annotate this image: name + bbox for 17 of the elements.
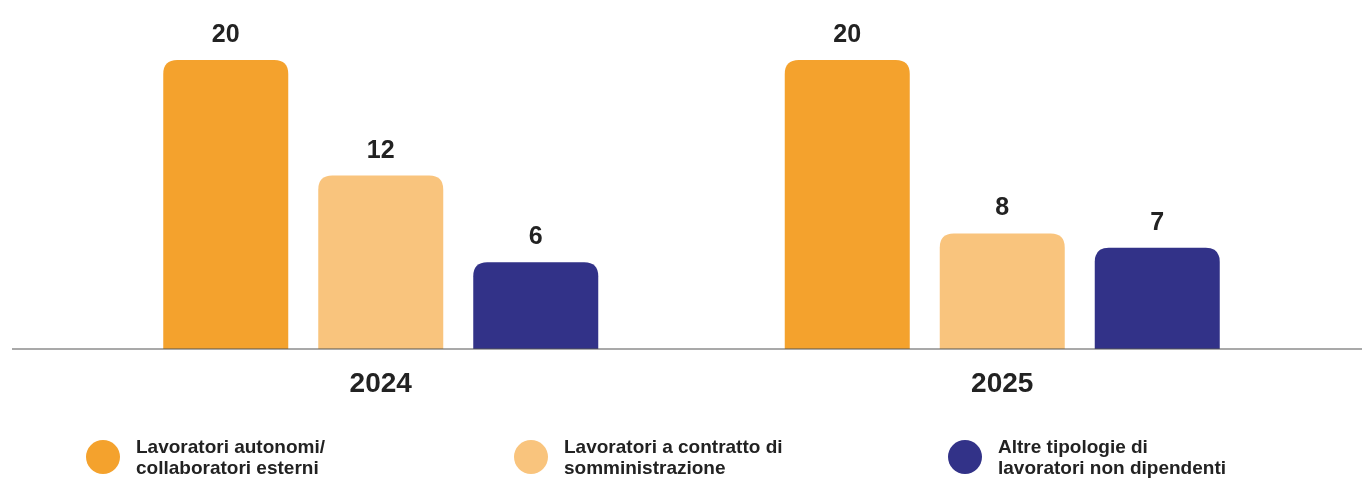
- data-label: 7: [1150, 206, 1165, 235]
- bar: [473, 262, 599, 349]
- bar: [939, 233, 1065, 349]
- x-tick-label: 2025: [971, 367, 1034, 398]
- data-label: 12: [366, 134, 395, 163]
- bar: [784, 60, 910, 349]
- legend-label: Lavoratori a contratto di somministrazione: [564, 436, 783, 478]
- x-tick-label: 2024: [349, 367, 413, 398]
- data-label: 20: [211, 19, 240, 47]
- legend-label: Altre tipologie di lavoratori non dipendenti: [998, 436, 1227, 478]
- legend-label: Lavoratori autonomi/ collaboratori esterni: [136, 436, 326, 478]
- data-label: 6: [528, 221, 543, 250]
- bar: [163, 60, 289, 349]
- bar: [318, 175, 444, 349]
- bar: [1094, 247, 1220, 349]
- data-label: 20: [833, 19, 862, 47]
- data-label: 8: [995, 192, 1010, 221]
